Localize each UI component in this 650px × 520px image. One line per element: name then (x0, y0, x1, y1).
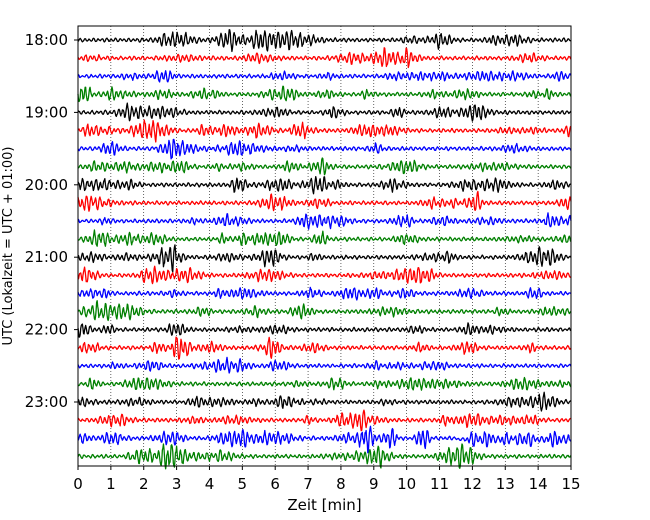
seismogram-trace (77, 47, 572, 69)
seismogram-trace (77, 244, 572, 273)
seismogram-trace (77, 138, 572, 160)
x-tick-label: 7 (303, 475, 313, 493)
x-axis-label: Zeit [min] (287, 496, 361, 514)
y-tick-label: 21:00 (25, 248, 68, 266)
seismogram-trace (77, 85, 572, 103)
seismogram-trace (77, 425, 572, 454)
seismogram-trace (77, 190, 572, 212)
x-tick-label: 8 (336, 475, 346, 493)
y-axis: 18:00 19:00 20:00 21:00 22:00 23:00 (25, 31, 78, 411)
seismogram-trace (77, 102, 572, 122)
y-tick-label: 23:00 (25, 393, 68, 411)
seismogram-trace (77, 157, 572, 176)
y-tick-label: 19:00 (25, 103, 68, 121)
x-tick-label: 11 (430, 475, 449, 493)
seismogram-trace (77, 286, 572, 301)
seismogram-trace (77, 212, 572, 230)
seismogram-trace (77, 443, 572, 470)
seismogram-trace (77, 70, 572, 83)
seismogram-trace (77, 229, 572, 247)
x-tick-label: 3 (172, 475, 182, 493)
y-axis-label: UTC (Lokalzeit = UTC + 01:00) (1, 147, 16, 346)
plot-frame (77, 25, 572, 467)
x-tick-label: 10 (397, 475, 416, 493)
seismogram-trace (77, 376, 572, 391)
x-tick-label: 1 (106, 475, 116, 493)
x-tick-label: 0 (73, 475, 83, 493)
x-axis: 0 1 2 3 4 5 6 7 8 9 10 11 12 13 14 15 (73, 466, 581, 493)
x-tick-label: 15 (561, 475, 580, 493)
seismogram-trace (77, 336, 572, 360)
seismogram-trace (77, 265, 572, 285)
x-tick-label: 12 (463, 475, 482, 493)
x-tick-label: 6 (270, 475, 280, 493)
seismogram-trace (77, 300, 572, 322)
trace-group (77, 29, 572, 470)
seismogram-trace (77, 175, 572, 195)
x-tick-label: 13 (496, 475, 515, 493)
seismogram-trace (77, 391, 572, 412)
seismogram-trace (77, 409, 572, 432)
x-tick-label: 9 (369, 475, 379, 493)
y-tick-label: 20:00 (25, 176, 68, 194)
x-tick-label: 5 (238, 475, 248, 493)
x-tick-label: 2 (139, 475, 149, 493)
y-tick-label: 22:00 (25, 321, 68, 339)
seismogram-trace (77, 356, 572, 374)
x-tick-label: 14 (529, 475, 548, 493)
seismogram-trace (77, 119, 572, 143)
y-tick-label: 18:00 (25, 31, 68, 49)
seismogram-trace (77, 322, 572, 338)
seismogram-trace (77, 29, 572, 53)
x-tick-label: 4 (205, 475, 215, 493)
